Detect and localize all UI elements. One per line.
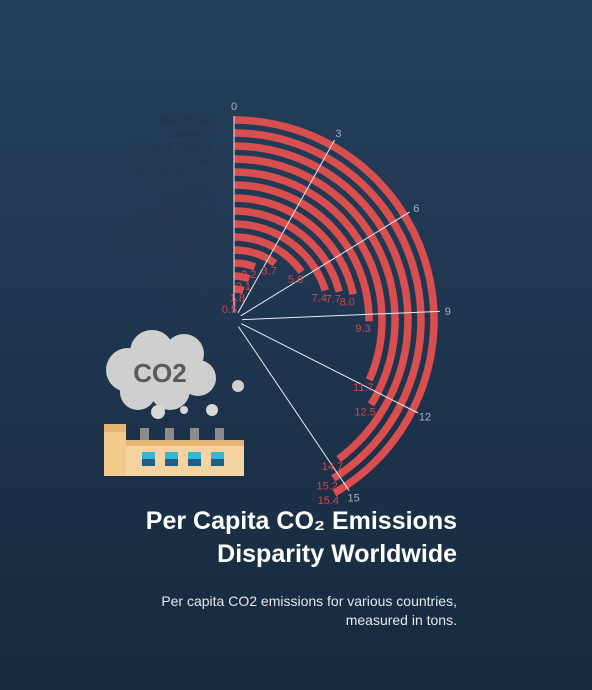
bar-russia <box>233 155 399 407</box>
tick-label-12: 12 <box>419 411 431 423</box>
bar-germany <box>233 194 357 296</box>
gridline-15 <box>238 326 350 492</box>
bar-united-states <box>233 142 412 463</box>
category-label-india: India <box>184 282 215 297</box>
value-label-brazil: 2.2 <box>241 269 256 281</box>
bar-mexico <box>233 246 278 267</box>
gridline-3 <box>237 139 335 314</box>
category-label-mexico: Mexico <box>170 243 214 258</box>
illustration: CO2 <box>104 330 244 476</box>
category-label-south-korea: South Korea <box>137 165 215 180</box>
subtitle-line-1: Per capita CO2 emissions for various cou… <box>161 593 457 609</box>
value-label-south-korea: 11.7 <box>353 382 374 394</box>
value-label-united-kingdom: 5.6 <box>288 274 303 286</box>
category-label-canada: Canada <box>167 126 215 141</box>
bar-south-africa <box>233 207 343 293</box>
chart-title: Per Capita CO₂ Emissions Disparity World… <box>37 505 457 571</box>
category-label-south-africa: South Africa <box>137 204 215 219</box>
category-label-united-states: United States <box>131 139 214 154</box>
category-label-united-kingdom: United Kingdom <box>114 230 214 245</box>
bar-japan <box>233 181 373 322</box>
gridline-9 <box>241 310 440 321</box>
cloud-co2-text: CO2 <box>133 358 186 388</box>
ticks-group: 0 3 6 9 12 15 <box>231 101 451 504</box>
tick-label-9: 9 <box>445 306 451 318</box>
value-label-mexico: 3.7 <box>262 265 277 277</box>
bar-canada <box>233 129 425 482</box>
value-label-indonesia: 2.1 <box>236 281 251 293</box>
category-label-brazil: Brazil <box>179 256 214 271</box>
category-label-china: China <box>178 217 215 232</box>
tick-label-3: 3 <box>335 128 341 140</box>
cloud-icon <box>106 330 216 410</box>
gridline-6 <box>240 211 410 317</box>
category-label-indonesia: Indonesia <box>153 269 214 284</box>
gridline-12 <box>240 323 419 414</box>
bar-south-korea <box>233 168 386 382</box>
bar-australia <box>233 116 438 497</box>
tick-label-15: 15 <box>348 492 360 504</box>
value-label-germany: 8.0 <box>340 296 355 308</box>
value-label-canada: 15.2 <box>317 480 338 492</box>
value-labels-group: 15.4 15.2 14.7 12.5 11.7 9.3 8.07.77.4 5.6 3.7 2.… <box>222 265 376 507</box>
title-line-2: Disparity Worldwide <box>217 540 457 568</box>
value-label-india: 1.8 <box>230 292 245 304</box>
category-label-japan: Japan <box>176 178 214 193</box>
value-label-russia: 12.5 <box>354 407 375 419</box>
value-label-japan: 9.3 <box>355 323 370 335</box>
value-label-nigeria: 0.5 <box>222 304 237 316</box>
bar-united-kingdom <box>233 233 305 275</box>
subtitle-line-2: measured in tons. <box>345 612 457 628</box>
tick-label-0: 0 <box>231 101 237 113</box>
bars-group <box>233 116 438 497</box>
category-label-russia: Russia <box>171 152 214 167</box>
category-label-germany: Germany <box>158 191 215 206</box>
value-label-australia: 15.4 <box>318 495 339 507</box>
bar-brazil <box>233 259 257 271</box>
tick-label-6: 6 <box>413 203 419 215</box>
smoke-puffs <box>151 380 244 419</box>
title-line-1: Per Capita CO₂ Emissions <box>145 507 457 535</box>
value-label-south-africa: 7.7 <box>326 294 341 306</box>
value-label-china: 7.4 <box>312 292 327 304</box>
chart-subtitle: Per capita CO2 emissions for various cou… <box>37 592 457 630</box>
category-label-nigeria: Nigeria <box>170 295 215 310</box>
bar-china <box>233 220 329 292</box>
category-label-australia: Australia <box>158 113 214 128</box>
value-label-united-states: 14.7 <box>322 461 343 473</box>
factory-icon <box>104 424 244 476</box>
